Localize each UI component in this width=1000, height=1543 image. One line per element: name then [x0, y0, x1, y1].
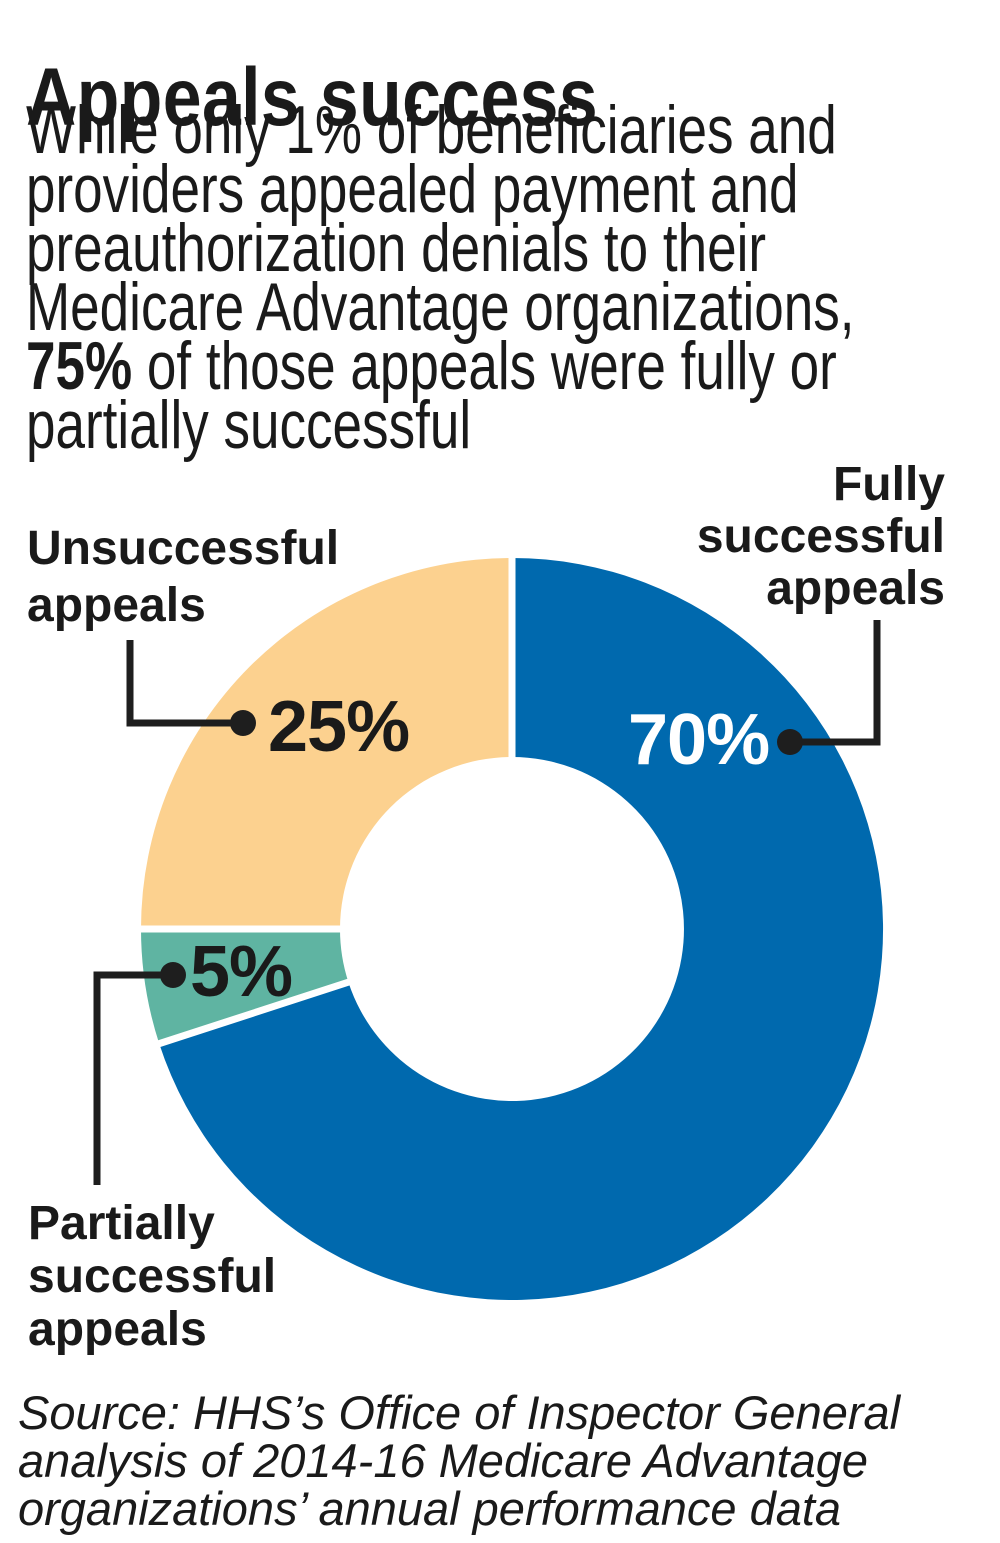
slice-partially-successful-appeals — [141, 929, 349, 1044]
intro-text-before: While only 1% of beneficiaries and provi… — [26, 92, 855, 345]
slice-divider — [152, 976, 356, 1049]
source-note: Source: HHS’s Office of Inspector Genera… — [18, 1386, 901, 1535]
connector-dot-partially — [160, 962, 186, 988]
value-label-partially: 5% — [190, 932, 293, 1012]
connector-dot-unsuccessful — [230, 710, 256, 736]
slice-fully-successful-appeals — [159, 558, 884, 1301]
connector-dot-fully — [777, 729, 803, 755]
connector-unsuccessful — [126, 640, 243, 727]
value-label-fully: 70% — [628, 700, 770, 780]
intro-text-after: of those appeals were fully or partially… — [26, 328, 837, 463]
intro-highlight-75: 75% — [26, 328, 133, 404]
slice-unsuccessful-appeals — [141, 558, 512, 929]
intro-paragraph: While only 1% of beneficiaries and provi… — [26, 96, 1000, 459]
slice-dividers — [135, 552, 516, 1049]
callout-connectors — [93, 620, 881, 1185]
value-label-unsuccessful: 25% — [268, 687, 410, 767]
slice-label-fully: Fully successful appeals — [696, 458, 945, 615]
slice-label-partially: Partially successful appeals — [28, 1197, 277, 1356]
slice-label-unsuccessful: Unsuccessful appeals — [27, 522, 340, 632]
connector-fully — [790, 620, 881, 746]
chart-title: Appeals success — [26, 51, 599, 143]
connector-partially — [93, 971, 173, 1185]
donut-slices — [141, 558, 884, 1301]
